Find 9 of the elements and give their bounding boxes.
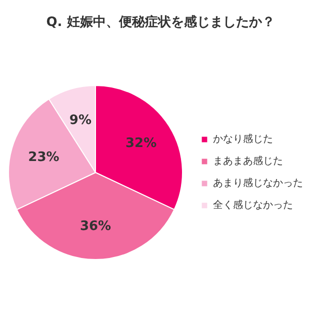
data-label: 32%	[125, 136, 157, 152]
chart-title: Q. 妊娠中、便秘症状を感じましたか？	[46, 14, 275, 30]
legend-label: かなり感じた	[213, 132, 273, 146]
legend-label: まあまあ感じた	[213, 154, 283, 168]
data-label: 9%	[69, 113, 92, 128]
data-label: 36%	[80, 218, 112, 234]
legend-label: 全く感じなかった	[213, 198, 293, 212]
legend-label: あまり感じなかった	[213, 176, 303, 190]
data-label: 23%	[28, 150, 60, 165]
